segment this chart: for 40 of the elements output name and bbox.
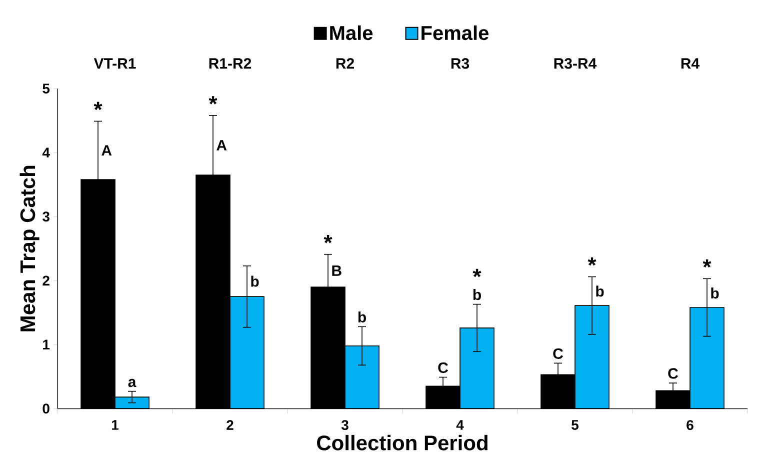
annotation: * bbox=[94, 102, 102, 110]
annotation: * bbox=[588, 257, 596, 266]
text: R4 bbox=[681, 58, 700, 69]
x-tick-label: 5 bbox=[572, 420, 579, 430]
y-tick-label: 1 bbox=[43, 340, 50, 350]
x-tick-label: 2 bbox=[226, 420, 234, 430]
x-tick-label: 4 bbox=[456, 420, 464, 430]
data-label: C bbox=[438, 362, 448, 374]
data-label: a bbox=[128, 378, 136, 388]
legend-label: Female bbox=[422, 25, 489, 40]
x-axis-title: Collection Period bbox=[317, 434, 488, 450]
data-label: C bbox=[668, 368, 678, 379]
data-label: B bbox=[332, 266, 342, 276]
x-tick-label: 3 bbox=[341, 420, 348, 430]
text: VT-R1 bbox=[94, 58, 136, 69]
data-label: b bbox=[473, 289, 481, 300]
text: R2 bbox=[336, 58, 354, 69]
data-label: b bbox=[251, 276, 259, 287]
y-tick-label: 2 bbox=[42, 276, 50, 286]
text: R3 bbox=[451, 58, 470, 69]
annotation: * bbox=[208, 96, 218, 104]
data-label: b bbox=[596, 286, 604, 297]
y-axis-title: Mean Trap Catch bbox=[20, 166, 40, 332]
x-tick-label: 6 bbox=[686, 420, 694, 430]
y-tick-label: 3 bbox=[42, 212, 50, 222]
data-label: A bbox=[216, 140, 227, 150]
data-label: b bbox=[358, 311, 366, 322]
annotation: * bbox=[472, 268, 482, 278]
y-tick-label: 0 bbox=[42, 404, 50, 414]
y-tick-label: 5 bbox=[42, 84, 50, 94]
text: R3-R4 bbox=[554, 58, 597, 69]
data-label: b bbox=[711, 288, 719, 299]
y-tick-label: 4 bbox=[42, 148, 50, 158]
data-label: C bbox=[553, 348, 563, 359]
legend-label: Male bbox=[330, 25, 373, 40]
x-tick-label: 1 bbox=[112, 420, 119, 430]
annotation: * bbox=[702, 259, 712, 268]
data-label: A bbox=[102, 145, 112, 156]
annotation: * bbox=[324, 235, 332, 244]
text: R1-R2 bbox=[209, 58, 252, 69]
